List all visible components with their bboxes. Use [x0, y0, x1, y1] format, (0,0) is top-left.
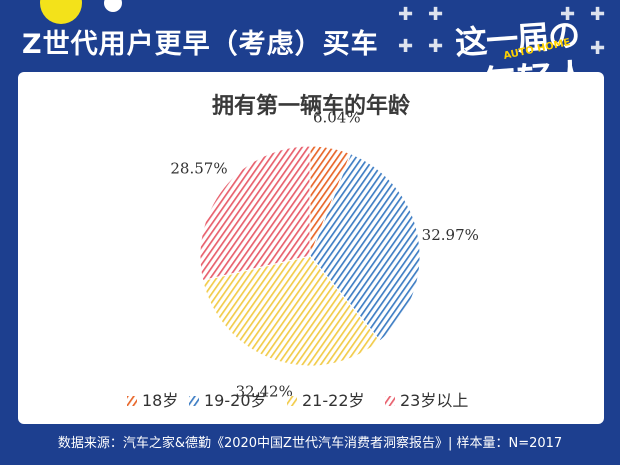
decorative-circle-yellow — [40, 0, 82, 24]
decorative-plus-icon: ✚ — [590, 4, 606, 25]
pie-slice-21-22 — [202, 255, 381, 367]
chart-legend: 18岁 19-20岁 21-22岁 23岁以上 — [127, 391, 468, 410]
decorative-plus-icon: ✚ — [398, 4, 414, 25]
chart-card: 拥有第一辆车的年龄 6.04% 32.97% 32.42% 28.57% 18岁 19-… — [18, 72, 604, 424]
pie-value-label-21-22: 32.42% — [236, 382, 293, 400]
legend-label-18: 18岁 — [142, 391, 178, 410]
pie-slice-19-20 — [309, 153, 421, 342]
data-source-footer: 数据来源：汽车之家&德勤《2020中国Z世代汽车消费者洞察报告》| 样本量：N=… — [57, 436, 563, 451]
legend-swatch-18 — [127, 396, 137, 406]
legend-label-19-20: 19-20岁 — [204, 391, 267, 410]
legend-label-21-22: 21-22岁 — [302, 391, 365, 410]
decorative-plus-icon: ✚ — [398, 36, 414, 57]
decorative-plus-icon: ✚ — [428, 4, 444, 25]
legend-swatch-23-plus — [385, 396, 395, 406]
pie-value-label-19-20: 32.97% — [422, 226, 479, 244]
decorative-circle-white — [104, 0, 122, 12]
decorative-plus-icon: ✚ — [560, 4, 576, 25]
page-title: Z世代用户更早（考虑）买车 — [22, 29, 379, 60]
chart-title: 拥有第一辆车的年龄 — [211, 94, 410, 119]
pie-slices — [199, 145, 421, 367]
legend-swatch-21-22 — [287, 396, 297, 406]
decorative-plus-icon: ✚ — [590, 38, 606, 59]
pie-value-label-18: 6.04% — [313, 109, 361, 127]
pie-value-label-23-plus: 28.57% — [170, 159, 227, 177]
legend-label-23-plus: 23岁以上 — [400, 391, 468, 410]
legend-swatch-19-20 — [189, 396, 199, 406]
pie-chart: 6.04% 32.97% 32.42% 28.57% 18岁 19-20岁 21-22岁 2… — [127, 109, 479, 410]
pie-slice-23-plus — [199, 145, 311, 282]
pie-value-labels: 6.04% 32.97% 32.42% 28.57% — [170, 109, 479, 401]
decorative-plus-icon: ✚ — [428, 36, 444, 57]
